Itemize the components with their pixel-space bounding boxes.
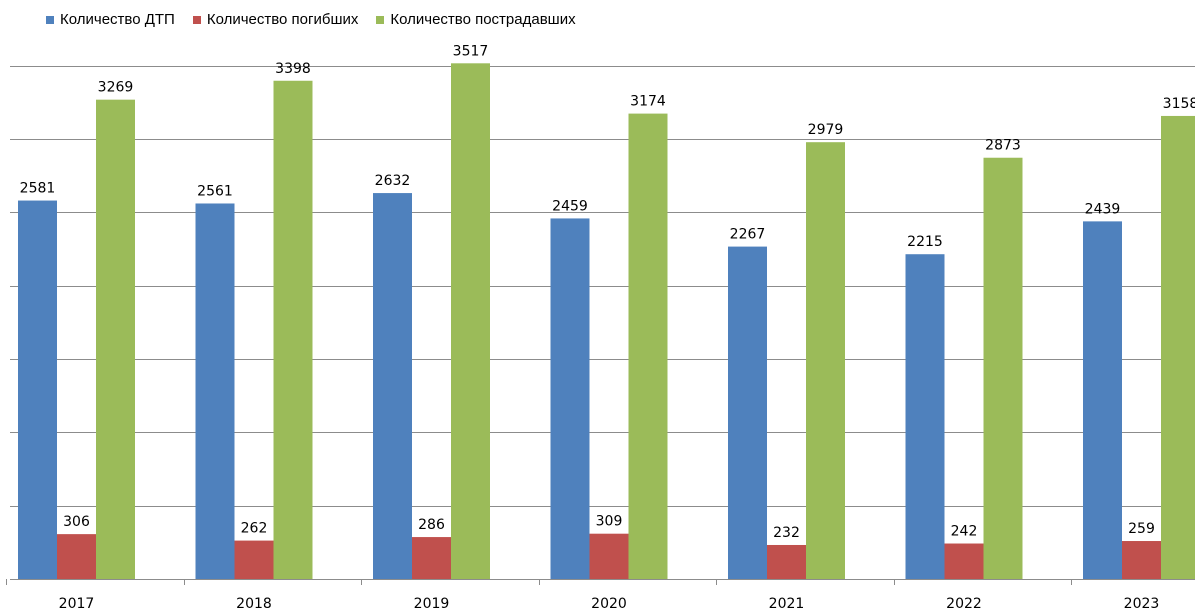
legend-item-0: Количество ДТП — [46, 11, 175, 28]
data-label: 2267 — [730, 227, 766, 243]
x-tick-label: 2023 — [1124, 596, 1160, 611]
bar-2023-series-0 — [1083, 221, 1122, 579]
data-label: 2979 — [808, 122, 844, 138]
legend-item-1: Количество погибших — [192, 11, 359, 28]
data-label: 3269 — [98, 80, 134, 96]
data-label: 2632 — [375, 173, 411, 189]
data-label: 2581 — [20, 181, 56, 197]
legend-label: Количество ДТП — [60, 11, 175, 28]
bar-2022-series-2 — [983, 157, 1023, 580]
bar-2017-series-1 — [57, 534, 96, 579]
bar-2020-series-2 — [628, 113, 668, 580]
data-label: 286 — [418, 517, 445, 533]
bar-2019-series-0 — [373, 193, 412, 580]
x-tick-label: 2019 — [414, 596, 450, 611]
data-label: 3158 — [1163, 96, 1195, 112]
bar-2022-series-0 — [905, 254, 945, 580]
x-tick-label: 2018 — [236, 596, 272, 611]
data-label: 3398 — [275, 61, 311, 77]
data-label: 242 — [951, 524, 978, 540]
data-label: 2215 — [907, 234, 943, 250]
data-label: 306 — [63, 514, 90, 530]
bar-2018-series-2 — [273, 80, 313, 580]
x-tick-label: 2020 — [591, 596, 627, 611]
bar-2021-series-0 — [728, 246, 767, 579]
data-label: 232 — [773, 525, 800, 541]
data-label: 2873 — [985, 138, 1021, 154]
bar-2021-series-1 — [767, 544, 806, 579]
data-labels: 2581 306 3269 2561 262 3398 2632 286 3517 2459 309… — [20, 43, 1195, 541]
bar-2022-series-1 — [944, 543, 984, 579]
bar-2019-series-2 — [451, 63, 490, 579]
legend-swatch — [376, 15, 385, 24]
data-label: 3517 — [453, 43, 489, 59]
legend-item-2: Количество пострадавших — [376, 11, 576, 28]
bar-2023-series-2 — [1161, 115, 1195, 580]
x-axis — [6, 579, 1195, 585]
data-label: 262 — [241, 521, 268, 537]
bar-2017-series-0 — [18, 200, 57, 579]
bar-2021-series-2 — [806, 142, 845, 580]
bar-2018-series-1 — [234, 540, 274, 579]
bars — [18, 63, 1195, 580]
x-tick-label: 2022 — [946, 596, 982, 611]
bar-2018-series-0 — [195, 203, 235, 579]
legend-swatch — [192, 15, 201, 24]
data-label: 259 — [1128, 521, 1155, 537]
data-label: 3174 — [630, 94, 666, 110]
bar-2023-series-1 — [1122, 541, 1161, 579]
data-label: 2439 — [1085, 201, 1121, 217]
data-label: 2561 — [197, 183, 233, 199]
bar-2020-series-1 — [589, 533, 629, 579]
bar-2019-series-1 — [412, 537, 451, 579]
legend: Количество ДТП Количество погибших Количес… — [46, 11, 594, 28]
legend-swatch — [46, 15, 54, 24]
x-tick-label: 2021 — [769, 596, 805, 611]
data-label: 2459 — [552, 198, 588, 214]
x-tick-label: 2017 — [59, 596, 95, 611]
x-tick-labels: 2017 2018 2019 2020 2021 2022 2023 — [59, 596, 1160, 611]
bar-2020-series-0 — [550, 218, 590, 579]
data-label: 309 — [596, 514, 623, 530]
bar-2017-series-2 — [96, 99, 135, 579]
legend-label: Количество пострадавших — [390, 11, 576, 28]
legend-label: Количество погибших — [206, 11, 359, 28]
